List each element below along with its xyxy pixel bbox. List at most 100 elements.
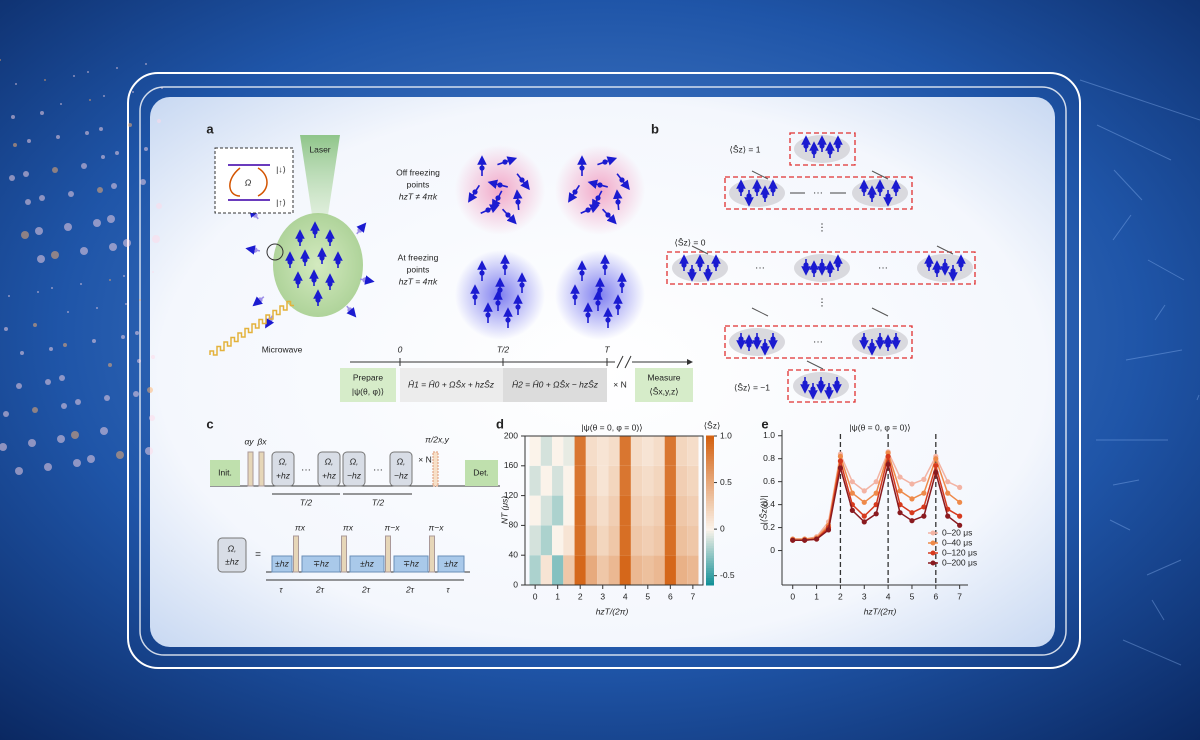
- transition-mark: [691, 245, 709, 255]
- series-marker: [813, 536, 820, 542]
- span-label: T/2: [372, 497, 385, 507]
- x-tick-label: 3: [862, 591, 867, 601]
- heat-cell: [608, 525, 620, 556]
- series-marker: [790, 537, 796, 543]
- heat-cell: [630, 436, 643, 466]
- colorbar-step: [706, 482, 714, 487]
- x-tick-label: 2: [578, 591, 583, 601]
- unit-label: Ω,: [228, 543, 237, 553]
- colorbar-step: [706, 537, 714, 541]
- x-tick-label: 6: [668, 591, 673, 601]
- colorbar-step: [706, 507, 714, 511]
- legend-marker: [930, 550, 936, 556]
- measure-label: Measure: [647, 372, 680, 382]
- heat-cell: [540, 555, 553, 585]
- legend-label: 0–120 μs: [942, 547, 977, 557]
- sparkle: [28, 439, 36, 447]
- heat-cell: [552, 555, 564, 585]
- series-marker: [897, 488, 903, 494]
- sparkle: [125, 303, 127, 305]
- sparkle: [152, 235, 160, 243]
- colorbar-step: [706, 559, 714, 564]
- heat-cell: [563, 555, 575, 585]
- colorbar-step: [706, 519, 714, 524]
- heat-cell: [540, 495, 553, 526]
- sparkle: [121, 335, 125, 339]
- x-tick-label: 6: [933, 591, 938, 601]
- y-tick-label: 120: [504, 490, 518, 500]
- hamiltonian-label: Ĥ2 = Ĥ0 + ΩŜx − hzŜz: [512, 378, 599, 389]
- unit-box: [217, 537, 247, 573]
- pulse-label: πx: [295, 522, 306, 532]
- colorbar-step: [706, 562, 714, 566]
- ellipsis: ···: [813, 188, 823, 199]
- series-marker: [957, 513, 963, 519]
- series-marker: [957, 484, 963, 491]
- dashed-box: [787, 369, 856, 403]
- spin-arrow: [265, 315, 275, 329]
- transition-mark: [871, 170, 889, 180]
- colorbar-step: [706, 472, 714, 477]
- heat-cell: [552, 436, 564, 466]
- heat-cell: [608, 495, 620, 526]
- heat-cell: [529, 465, 541, 496]
- pulse-label: πx: [343, 522, 354, 532]
- series-marker: [861, 499, 867, 505]
- spin-arrow: [491, 190, 503, 210]
- sparkle: [123, 239, 131, 247]
- heat-cell: [664, 525, 676, 556]
- y-tick-label: 200: [504, 430, 518, 440]
- series-marker: [837, 465, 844, 471]
- colorbar-step: [706, 522, 714, 526]
- sparkle: [81, 163, 87, 169]
- sparkle: [23, 171, 29, 177]
- chart-title: |ψ(θ = 0, φ = 0)⟩: [849, 422, 910, 432]
- y-tick-label: 0.2: [763, 522, 775, 532]
- spin-arrow: [597, 156, 618, 166]
- colorbar-step: [706, 442, 714, 447]
- network-line: [1125, 349, 1183, 361]
- colorbar-step: [706, 524, 714, 529]
- colorbar-step: [706, 549, 714, 554]
- y-axis-label: |⟨Ŝz(t)⟩|: [757, 496, 768, 525]
- transition-mark: [871, 307, 889, 317]
- spin-arrow: [252, 296, 265, 307]
- segment-label: ±hz: [275, 558, 289, 568]
- heat-cell: [664, 555, 676, 585]
- network-line: [1146, 559, 1182, 576]
- heat-cell: [597, 436, 609, 466]
- heat-cell: [574, 525, 586, 556]
- sparkle: [4, 327, 8, 331]
- x-tick-label: 0: [533, 591, 538, 601]
- inner-frame: [139, 86, 1067, 656]
- colorbar-step: [706, 512, 714, 516]
- pulse: [247, 451, 254, 487]
- sparkle: [96, 307, 98, 309]
- colorbar-step: [706, 440, 714, 444]
- heat-cell: [642, 555, 654, 585]
- sparkle: [45, 379, 51, 385]
- spacing-label: τ: [446, 584, 450, 594]
- heat-cell: [597, 525, 609, 556]
- sparkle: [51, 287, 53, 289]
- panel-label: e: [761, 416, 768, 431]
- hamiltonian-box: [400, 368, 503, 402]
- sparkle: [132, 91, 134, 93]
- sparkle: [39, 195, 45, 201]
- colorbar-step: [706, 510, 714, 514]
- heat-cell: [675, 436, 688, 466]
- sparkle: [44, 79, 46, 81]
- series-marker: [945, 513, 951, 519]
- colorbar-step: [706, 447, 714, 452]
- colorbar-step: [706, 577, 714, 581]
- pi-pulse: [385, 535, 391, 573]
- hamiltonian-label: Ĥ1 = Ĥ0 + ΩŜx + hzŜz: [408, 378, 495, 389]
- colorbar-step: [706, 582, 714, 586]
- spin-arrow: [501, 208, 517, 225]
- sparkle: [89, 99, 91, 101]
- det-label: Det.: [473, 467, 489, 477]
- block: [271, 451, 295, 487]
- init-box: [210, 460, 240, 486]
- sparkle: [0, 59, 1, 61]
- x-tick-label: 7: [957, 591, 962, 601]
